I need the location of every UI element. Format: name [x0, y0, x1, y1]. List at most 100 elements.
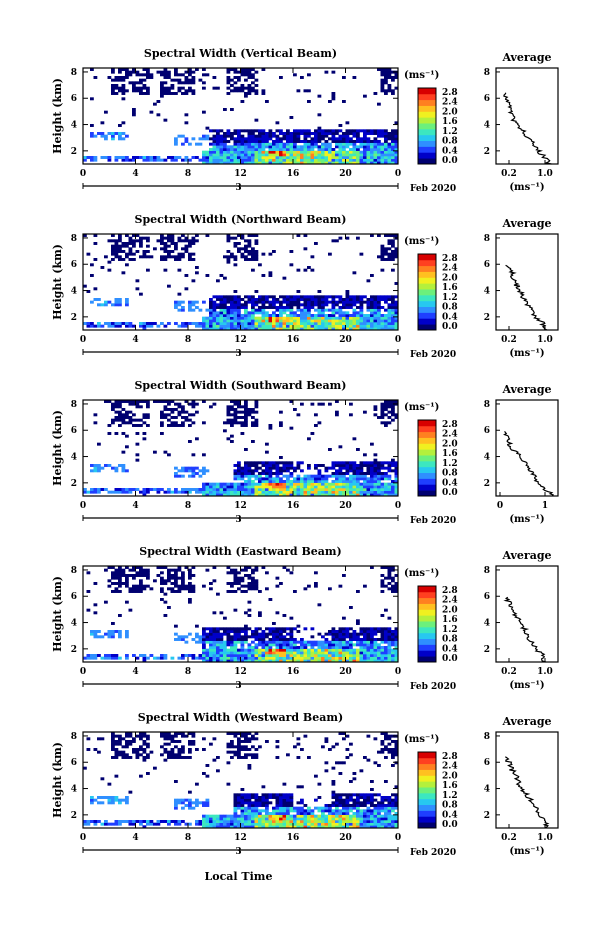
heatmap-cell — [324, 308, 329, 312]
heatmap-cell — [174, 408, 178, 411]
heatmap-cell — [244, 148, 248, 151]
heatmap-cell — [356, 643, 360, 647]
colorbar-swatch — [418, 277, 436, 284]
heatmap-cell — [377, 316, 381, 320]
heatmap-cell — [261, 472, 266, 475]
heatmap-cell — [219, 632, 224, 636]
heatmap-cell — [202, 300, 206, 304]
heatmap-cell — [289, 640, 294, 644]
heatmap-cell — [310, 820, 315, 823]
heatmap-cell — [216, 485, 220, 489]
panel-title: Spectral Width (Northward Beam) — [135, 213, 347, 226]
average-profile-line — [503, 92, 552, 165]
heatmap-cell — [303, 809, 308, 813]
heatmap-cell — [118, 742, 122, 746]
heatmap-cell — [296, 129, 301, 133]
heatmap-cell — [370, 145, 374, 149]
heatmap-cell — [314, 480, 318, 483]
heatmap-cell — [265, 298, 269, 301]
heatmap-cell — [135, 574, 140, 577]
heatmap-cell — [163, 76, 168, 79]
x-tick-label: 20 — [339, 169, 352, 179]
heatmap-cell — [391, 129, 395, 133]
colorbar-swatch — [418, 632, 436, 640]
heatmap-cell — [233, 646, 238, 649]
heatmap-cell — [289, 804, 294, 807]
heatmap-cell — [107, 300, 112, 304]
heatmap-cell — [258, 798, 262, 802]
heatmap-cell — [289, 822, 294, 826]
heatmap-cell — [261, 316, 266, 320]
heatmap-cell — [167, 587, 171, 591]
heatmap-cell — [135, 432, 140, 435]
heatmap-cell — [202, 646, 206, 649]
heatmap-cell — [230, 418, 234, 422]
heatmap-cell — [240, 659, 245, 663]
heatmap-cell — [216, 279, 220, 283]
heatmap-cell — [247, 817, 252, 821]
heatmap-cell — [209, 822, 213, 826]
heatmap-cell — [114, 820, 119, 823]
heatmap-cell — [373, 648, 378, 652]
heatmap-cell — [265, 812, 269, 815]
heatmap-cell — [335, 400, 339, 403]
heatmap-cell — [125, 630, 129, 633]
heatmap-cell — [307, 142, 311, 146]
heatmap-cell — [240, 801, 245, 805]
heatmap-cell — [132, 68, 136, 71]
colorbar-swatch — [418, 615, 436, 622]
heatmap-cell — [254, 582, 259, 585]
heatmap-cell — [258, 319, 262, 323]
heatmap-cell — [296, 303, 301, 307]
heatmap-cell — [289, 303, 294, 307]
heatmap-cell — [331, 322, 336, 325]
heatmap-cell — [363, 493, 367, 497]
heatmap-cell — [163, 400, 168, 403]
heatmap-cell — [184, 418, 189, 422]
heatmap-cell — [226, 314, 231, 317]
heatmap-cell — [310, 137, 315, 141]
colorbar-swatch — [418, 437, 436, 444]
heatmap-cell — [181, 490, 185, 494]
heatmap-cell — [394, 158, 399, 162]
heatmap-cell — [356, 295, 360, 299]
heatmap-cell — [261, 793, 266, 797]
heatmap-cell — [338, 648, 343, 652]
heatmap-cell — [331, 627, 336, 631]
heatmap-cell — [174, 424, 178, 427]
heatmap-cell — [345, 643, 350, 647]
heatmap-cell — [345, 306, 350, 309]
heatmap-cell — [286, 490, 290, 494]
heatmap-cell — [282, 822, 287, 826]
heatmap-cell — [230, 421, 234, 425]
heatmap-cell — [174, 303, 178, 307]
heatmap-cell — [254, 630, 259, 633]
heatmap-cell — [219, 820, 224, 823]
heatmap-cell — [338, 124, 343, 127]
heatmap-cell — [275, 611, 280, 615]
heatmap-cell — [293, 485, 297, 489]
heatmap-cell — [328, 817, 332, 821]
heatmap-cell — [233, 804, 238, 807]
heatmap-cell — [328, 648, 332, 652]
heatmap-cell — [272, 825, 276, 829]
heatmap-cell — [230, 314, 234, 317]
heatmap-cell — [303, 89, 308, 93]
heatmap-cell — [104, 322, 108, 325]
heatmap-cell — [230, 648, 234, 652]
heatmap-cell — [324, 314, 329, 317]
heatmap-cell — [293, 477, 297, 481]
heatmap-cell — [237, 654, 241, 657]
heatmap-cell — [345, 236, 350, 240]
heatmap-cell — [251, 89, 255, 93]
heatmap-cell — [135, 756, 140, 759]
heatmap-cell — [370, 566, 374, 569]
heatmap-cell — [219, 635, 224, 639]
heatmap-cell — [387, 306, 392, 309]
heatmap-cell — [366, 308, 371, 312]
heatmap-cell — [121, 84, 126, 87]
heatmap-cell — [174, 571, 178, 575]
heatmap-cell — [254, 234, 259, 237]
heatmap-cell — [219, 274, 224, 277]
heatmap-cell — [314, 134, 318, 138]
